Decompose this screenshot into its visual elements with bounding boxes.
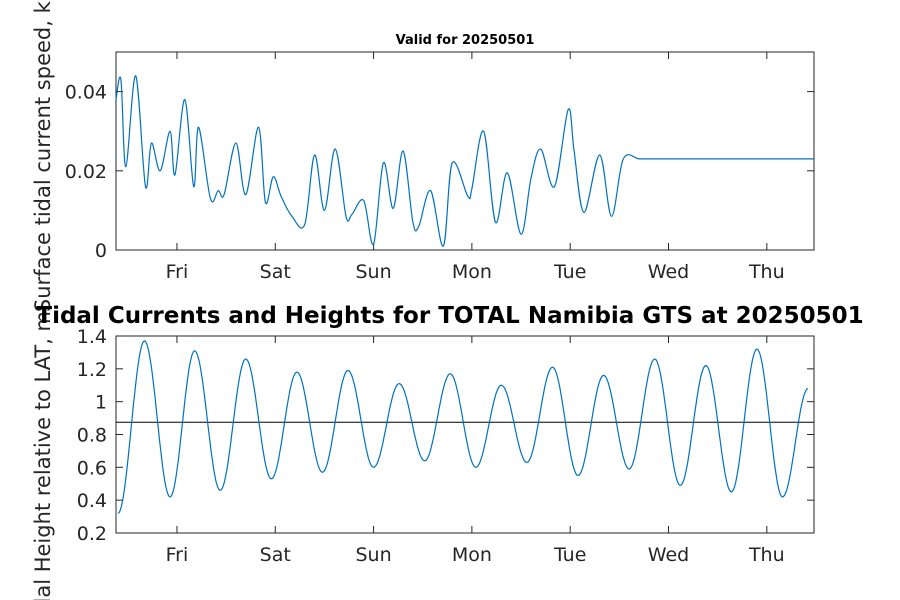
- tidal-height-xtick-label: Thu: [748, 544, 785, 566]
- tidal-height-ytick-label: 0.6: [77, 457, 107, 479]
- tidal-height-xtick-label: Sat: [260, 544, 291, 566]
- tidal-height-ticks: 0.2 0.4 0.6 0.8 1 1.2 1.4 Fri Sat Sun Mon Tue Wed Thu: [77, 326, 814, 566]
- current-speed-ytick-label: 0.02: [65, 161, 107, 183]
- current-speed-series-line: [115, 75, 814, 247]
- current-speed-xtick-label: Thu: [748, 261, 785, 283]
- current-speed-xtick-label: Sat: [260, 261, 291, 283]
- current-speed-xtick-label: Fri: [166, 261, 189, 283]
- tidal-height-xtick-label: Sun: [355, 544, 391, 566]
- tidal-height-ytick-label: 1.4: [77, 326, 107, 348]
- current-speed-xtick-label: Wed: [648, 261, 689, 283]
- tidal-height-ytick-label: 0.8: [77, 425, 107, 447]
- current-speed-xtick-label: Sun: [355, 261, 391, 283]
- current-speed-axes-box: [115, 51, 815, 251]
- current-speed-ytick-label: 0.04: [65, 82, 107, 104]
- current-speed-panel: 0 0.02 0.04 Fri Sat Sun Mon Tue Wed Thu Valid for…: [31, 0, 815, 312]
- tidal-height-xtick-label: Wed: [648, 544, 689, 566]
- current-speed-xtick-label: Mon: [452, 261, 492, 283]
- current-speed-ticks: 0 0.02 0.04 Fri Sat Sun Mon Tue Wed Thu: [65, 52, 814, 283]
- tidal-height-ytick-label: 0.4: [77, 490, 107, 512]
- main-figure-title: Tidal Currents and Heights for TOTAL Nam…: [36, 303, 863, 329]
- tidal-height-xtick-label: Mon: [452, 544, 492, 566]
- tidal-height-ytick-label: 1: [95, 392, 107, 414]
- tidal-height-xtick-label: Fri: [166, 544, 189, 566]
- tidal-height-ytick-label: 1.2: [77, 359, 107, 381]
- current-speed-ytick-label: 0: [95, 240, 107, 262]
- current-speed-xtick-label: Tue: [553, 261, 586, 283]
- tidal-height-ylabel: Tidal Height relative to LAT, m: [31, 311, 55, 600]
- tidal-height-panel: 0.2 0.4 0.6 0.8 1 1.2 1.4 Fri Sat Sun Mon Tue Wed Thu…: [31, 311, 815, 600]
- current-speed-ylabel: Surface tidal current speed, kn: [31, 0, 55, 312]
- current-speed-title: Valid for 20250501: [396, 33, 535, 48]
- tidal-height-ytick-label: 0.2: [77, 523, 107, 545]
- tidal-height-series-line: [117, 340, 809, 514]
- tidal-height-xtick-label: Tue: [553, 544, 586, 566]
